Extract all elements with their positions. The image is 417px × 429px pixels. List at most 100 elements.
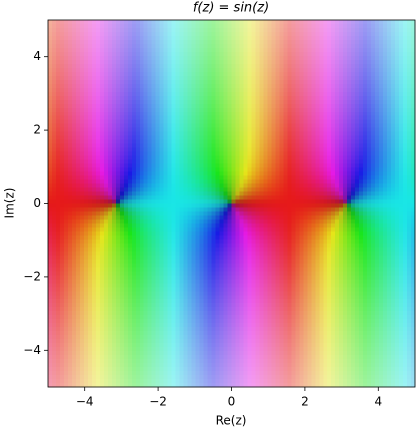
color-cell [299, 103, 304, 109]
color-cell [163, 135, 169, 141]
color-cell [111, 151, 117, 157]
color-cell [267, 43, 272, 49]
color-cell [223, 167, 228, 172]
color-cell [159, 151, 165, 157]
color-cell [171, 187, 177, 192]
color-cell [251, 171, 256, 176]
color-cell [335, 83, 340, 89]
color-cell [411, 35, 416, 41]
color-cell [135, 51, 141, 57]
color-cell [231, 31, 236, 37]
color-cell [151, 59, 157, 65]
color-cell [387, 115, 392, 121]
color-cell [167, 159, 173, 165]
color-cell [323, 99, 328, 105]
color-cell [295, 131, 300, 137]
color-cell [299, 179, 304, 184]
color-cell [239, 187, 244, 192]
color-cell [195, 207, 200, 212]
color-cell [339, 127, 344, 133]
color-cell [155, 187, 161, 192]
color-cell [403, 155, 408, 161]
color-cell [183, 35, 189, 41]
color-cell [135, 43, 141, 49]
color-cell [151, 227, 157, 232]
color-cell [351, 171, 356, 176]
color-cell [203, 20, 208, 25]
color-cell [123, 47, 129, 53]
color-cell [127, 227, 133, 232]
color-cell [343, 163, 348, 168]
color-cell [255, 123, 260, 129]
color-cell [179, 203, 185, 208]
color-cell [187, 99, 193, 105]
color-cell [71, 227, 77, 232]
color-cell [143, 223, 149, 228]
color-cell [251, 199, 256, 204]
color-cell [387, 111, 392, 117]
color-cell [135, 83, 141, 89]
color-cell [75, 163, 81, 168]
color-cell [99, 55, 105, 61]
color-cell [403, 87, 408, 93]
color-cell [323, 207, 328, 212]
color-cell [311, 143, 316, 149]
color-cell [295, 31, 300, 37]
color-cell [235, 135, 240, 141]
color-cell [267, 167, 272, 172]
color-cell [211, 131, 216, 137]
color-cell [159, 43, 165, 49]
color-cell [287, 143, 292, 149]
color-cell [299, 167, 304, 172]
color-cell [239, 127, 244, 133]
color-cell [131, 191, 137, 196]
color-cell [299, 20, 304, 25]
color-cell [59, 163, 65, 168]
color-cell [55, 135, 61, 141]
color-cell [343, 55, 348, 61]
color-cell [371, 115, 376, 121]
color-cell [347, 43, 352, 49]
color-cell [375, 51, 380, 57]
color-cell [331, 223, 336, 228]
color-cell [131, 71, 137, 77]
color-cell [263, 75, 268, 81]
color-cell [48, 71, 53, 77]
color-cell [335, 20, 340, 25]
color-cell [187, 143, 193, 149]
color-cell [335, 59, 340, 65]
color-cell [159, 67, 165, 73]
color-cell [411, 127, 416, 133]
color-cell [335, 159, 340, 165]
color-cell [155, 223, 161, 228]
color-cell [199, 183, 204, 188]
color-cell [95, 123, 101, 129]
color-cell [331, 143, 336, 149]
color-cell [267, 195, 272, 200]
color-cell [279, 227, 284, 232]
color-cell [75, 39, 81, 45]
color-cell [299, 175, 304, 180]
color-cell [75, 47, 81, 53]
color-cell [235, 231, 240, 236]
color-cell [303, 91, 308, 97]
color-cell [163, 175, 169, 180]
color-cell [275, 155, 280, 161]
color-cell [51, 143, 57, 149]
color-cell [291, 87, 296, 93]
color-cell [195, 111, 200, 117]
color-cell [219, 79, 224, 85]
color-cell [103, 79, 109, 85]
color-cell [71, 35, 77, 41]
color-cell [75, 103, 81, 109]
color-cell [275, 215, 280, 220]
color-cell [183, 199, 189, 204]
color-cell [287, 147, 292, 153]
color-cell [255, 51, 260, 57]
color-cell [295, 159, 300, 165]
color-cell [311, 175, 316, 180]
color-cell [99, 183, 105, 188]
color-cell [319, 175, 324, 180]
color-cell [175, 55, 181, 61]
color-cell [171, 223, 177, 228]
